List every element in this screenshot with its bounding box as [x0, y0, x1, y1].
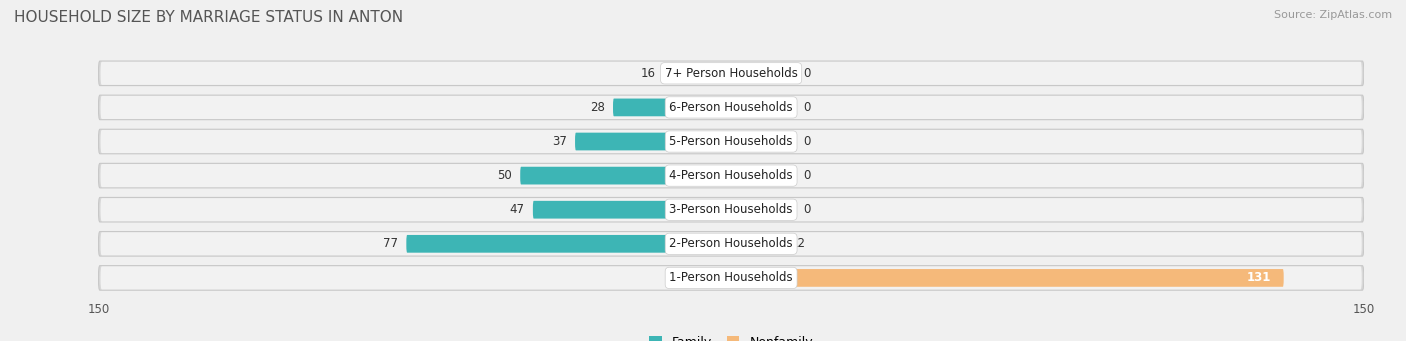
FancyBboxPatch shape	[731, 235, 782, 253]
Text: 12: 12	[790, 237, 806, 250]
FancyBboxPatch shape	[100, 164, 1361, 187]
Text: 47: 47	[509, 203, 524, 216]
Text: 16: 16	[640, 67, 655, 80]
Text: 6-Person Households: 6-Person Households	[669, 101, 793, 114]
Text: 5-Person Households: 5-Person Households	[669, 135, 793, 148]
FancyBboxPatch shape	[100, 62, 1361, 85]
FancyBboxPatch shape	[98, 266, 1364, 290]
Text: 77: 77	[382, 237, 398, 250]
FancyBboxPatch shape	[731, 167, 794, 184]
FancyBboxPatch shape	[100, 96, 1361, 119]
Text: 50: 50	[498, 169, 512, 182]
Text: 4-Person Households: 4-Person Households	[669, 169, 793, 182]
Text: 1-Person Households: 1-Person Households	[669, 271, 793, 284]
Text: 7+ Person Households: 7+ Person Households	[665, 67, 797, 80]
FancyBboxPatch shape	[98, 61, 1364, 86]
Text: 0: 0	[803, 101, 810, 114]
Text: 28: 28	[589, 101, 605, 114]
FancyBboxPatch shape	[613, 99, 731, 116]
Text: 2-Person Households: 2-Person Households	[669, 237, 793, 250]
Text: 0: 0	[803, 203, 810, 216]
Text: Source: ZipAtlas.com: Source: ZipAtlas.com	[1274, 10, 1392, 20]
FancyBboxPatch shape	[731, 99, 794, 116]
Text: 131: 131	[1247, 271, 1271, 284]
FancyBboxPatch shape	[98, 95, 1364, 120]
FancyBboxPatch shape	[98, 197, 1364, 222]
Text: 0: 0	[803, 135, 810, 148]
FancyBboxPatch shape	[98, 129, 1364, 154]
FancyBboxPatch shape	[100, 198, 1361, 221]
Text: HOUSEHOLD SIZE BY MARRIAGE STATUS IN ANTON: HOUSEHOLD SIZE BY MARRIAGE STATUS IN ANT…	[14, 10, 404, 25]
Text: 3-Person Households: 3-Person Households	[669, 203, 793, 216]
FancyBboxPatch shape	[731, 64, 794, 82]
Text: 0: 0	[803, 169, 810, 182]
FancyBboxPatch shape	[98, 163, 1364, 188]
FancyBboxPatch shape	[731, 133, 794, 150]
Text: 37: 37	[551, 135, 567, 148]
FancyBboxPatch shape	[406, 235, 731, 253]
FancyBboxPatch shape	[520, 167, 731, 184]
FancyBboxPatch shape	[100, 232, 1361, 255]
FancyBboxPatch shape	[533, 201, 731, 219]
Text: 0: 0	[803, 67, 810, 80]
FancyBboxPatch shape	[100, 130, 1361, 153]
FancyBboxPatch shape	[731, 269, 1284, 287]
FancyBboxPatch shape	[575, 133, 731, 150]
Legend: Family, Nonfamily: Family, Nonfamily	[650, 336, 813, 341]
FancyBboxPatch shape	[664, 64, 731, 82]
FancyBboxPatch shape	[100, 266, 1361, 290]
FancyBboxPatch shape	[98, 232, 1364, 256]
FancyBboxPatch shape	[731, 201, 794, 219]
